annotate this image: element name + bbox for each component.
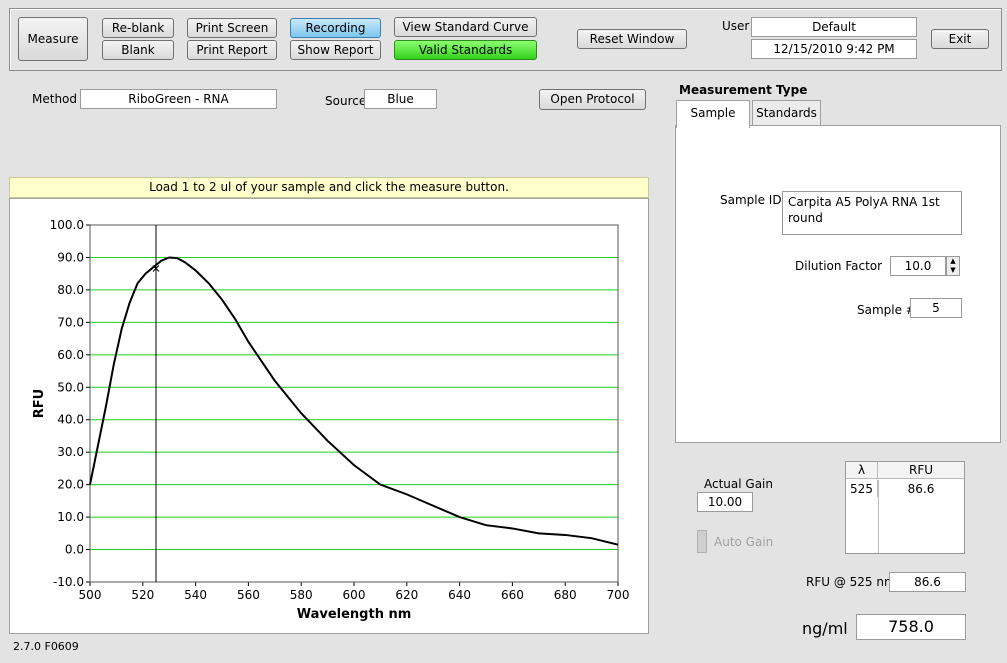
measurement-type-title: Measurement Type bbox=[679, 83, 808, 97]
rfu-header: RFU bbox=[878, 462, 964, 479]
y-tick-label: 40.0 bbox=[57, 413, 84, 427]
tab-sample[interactable]: Sample bbox=[676, 100, 750, 128]
y-tick-label: 50.0 bbox=[57, 380, 84, 394]
exit-button[interactable]: Exit bbox=[931, 29, 989, 49]
rfu-at-label: RFU @ 525 nm bbox=[806, 575, 896, 589]
x-tick-label: 660 bbox=[501, 588, 524, 602]
y-axis-label: RFU bbox=[32, 389, 47, 418]
x-tick-label: 620 bbox=[395, 588, 418, 602]
y-tick-label: 100.0 bbox=[50, 218, 84, 232]
y-tick-label: 20.0 bbox=[57, 478, 84, 492]
x-tick-label: 520 bbox=[131, 588, 154, 602]
x-tick-label: 680 bbox=[554, 588, 577, 602]
x-tick-label: 640 bbox=[448, 588, 471, 602]
y-tick-label: 10.0 bbox=[57, 510, 84, 524]
tab-standards[interactable]: Standards bbox=[752, 100, 821, 127]
chevron-up-icon[interactable]: ▲ bbox=[950, 257, 956, 265]
toolbar: Measure Re-blank Blank Print Screen Prin… bbox=[9, 8, 1002, 71]
actual-gain-label: Actual Gain bbox=[704, 477, 773, 491]
blank-button[interactable]: Blank bbox=[102, 40, 174, 60]
sample-tab-panel bbox=[675, 125, 1001, 443]
source-label: Source bbox=[325, 94, 367, 108]
y-tick-label: 0.0 bbox=[65, 543, 84, 557]
concentration-unit-label: ng/ml bbox=[802, 619, 848, 638]
x-tick-label: 580 bbox=[290, 588, 313, 602]
y-tick-label: 60.0 bbox=[57, 348, 84, 362]
auto-gain-label: Auto Gain bbox=[714, 535, 774, 549]
reblank-button[interactable]: Re-blank bbox=[102, 18, 174, 38]
result-table: λ RFU 525 86.6 bbox=[845, 461, 965, 554]
dilution-factor-input[interactable]: 10.0 bbox=[890, 256, 946, 276]
sample-id-input[interactable]: Carpita A5 PolyA RNA 1st round bbox=[782, 191, 962, 235]
lambda-header: λ bbox=[846, 462, 878, 479]
y-tick-label: 80.0 bbox=[57, 283, 84, 297]
datetime-field: 12/15/2010 9:42 PM bbox=[751, 39, 917, 59]
concentration-field: 758.0 bbox=[856, 614, 966, 640]
instruction-banner: Load 1 to 2 ul of your sample and click … bbox=[9, 177, 649, 198]
print-report-button[interactable]: Print Report bbox=[187, 40, 277, 60]
rfu-at-field: 86.6 bbox=[889, 572, 966, 592]
sample-number-label: Sample # bbox=[857, 303, 916, 317]
y-tick-label: 90.0 bbox=[57, 250, 84, 264]
spectrum-chart: -10.0 0.0 10.0 20.0 30.0 40.0 50.0 60.0 70.0 80.0… bbox=[9, 198, 649, 634]
table-cell-wavelength: 525 bbox=[846, 480, 878, 497]
reset-window-button[interactable]: Reset Window bbox=[577, 29, 687, 49]
y-tick-label: 30.0 bbox=[57, 445, 84, 459]
actual-gain-field: 10.00 bbox=[697, 492, 753, 512]
version-label: 2.7.0 F0609 bbox=[13, 640, 79, 653]
x-tick-label: 540 bbox=[184, 588, 207, 602]
table-divider bbox=[878, 480, 879, 553]
user-label: User bbox=[722, 19, 750, 33]
y-tick-label: 70.0 bbox=[57, 315, 84, 329]
plot-frame bbox=[89, 224, 619, 583]
view-standard-curve-button[interactable]: View Standard Curve bbox=[394, 17, 537, 37]
x-axis-label: Wavelength nm bbox=[297, 607, 412, 622]
open-protocol-button[interactable]: Open Protocol bbox=[539, 89, 646, 110]
sample-number-input[interactable]: 5 bbox=[910, 298, 962, 318]
source-field[interactable]: Blue bbox=[364, 89, 437, 109]
print-screen-button[interactable]: Print Screen bbox=[187, 18, 277, 38]
spectrum-chart-svg: -10.0 0.0 10.0 20.0 30.0 40.0 50.0 60.0 70.0 80.0… bbox=[32, 218, 630, 622]
dilution-stepper[interactable]: ▲ ▼ bbox=[946, 256, 960, 276]
y-tick-label: -10.0 bbox=[53, 575, 84, 589]
user-field: Default bbox=[751, 17, 917, 37]
show-report-button[interactable]: Show Report bbox=[290, 40, 381, 60]
cursor-marker bbox=[152, 265, 160, 272]
recording-button[interactable]: Recording bbox=[290, 18, 381, 38]
valid-standards-indicator: Valid Standards bbox=[394, 40, 537, 60]
method-field[interactable]: RiboGreen - RNA bbox=[80, 89, 277, 109]
sample-id-label: Sample ID bbox=[720, 193, 782, 207]
x-tick-label: 560 bbox=[237, 588, 260, 602]
chevron-down-icon[interactable]: ▼ bbox=[950, 266, 956, 274]
auto-gain-toggle[interactable] bbox=[697, 530, 707, 553]
dilution-factor-label: Dilution Factor bbox=[795, 259, 883, 273]
table-cell-rfu: 86.6 bbox=[907, 482, 935, 496]
x-tick-label: 600 bbox=[343, 588, 366, 602]
measure-button[interactable]: Measure bbox=[18, 17, 88, 61]
x-tick-label: 700 bbox=[607, 588, 630, 602]
method-label: Method bbox=[32, 92, 78, 106]
spectrum-line bbox=[89, 256, 619, 546]
x-tick-label: 500 bbox=[79, 588, 102, 602]
